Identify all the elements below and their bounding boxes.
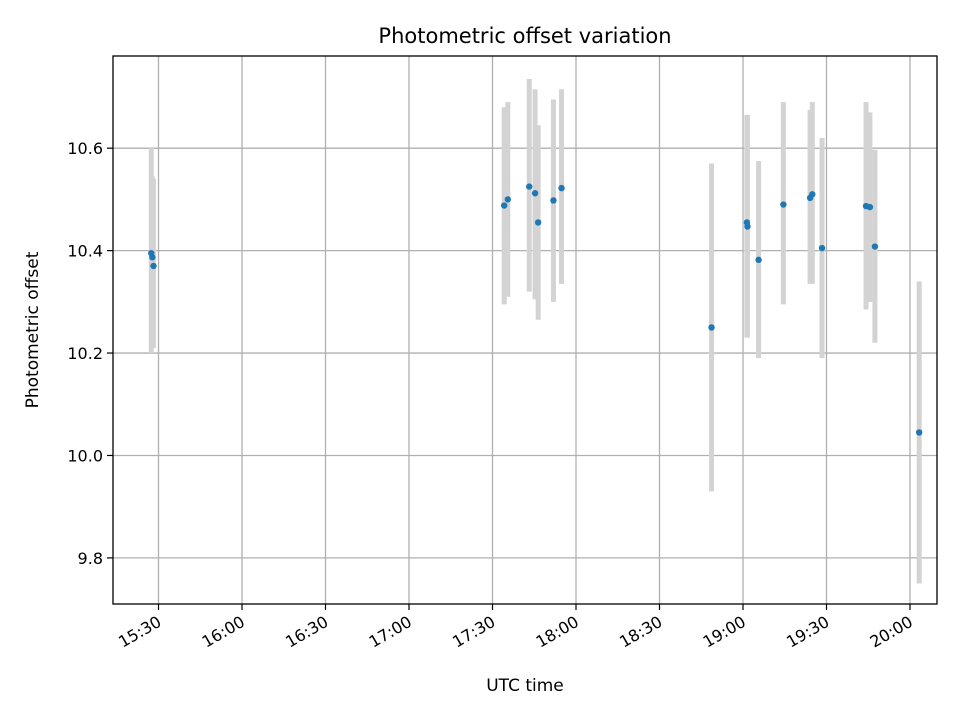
y-tick-label: 10.2 [67,344,103,363]
data-point [809,191,816,198]
data-point [504,196,512,203]
data-point [150,262,157,270]
data-point [915,429,923,436]
x-tick-label: 20:00 [867,612,916,652]
x-tick-label: 18:00 [533,612,582,652]
data-point-layer [148,183,923,436]
plot-frame [112,55,938,605]
data-point [755,256,762,264]
x-tick-label: 16:30 [282,612,331,652]
x-tick-label: 19:30 [783,612,832,652]
errorbar-layer [148,79,922,584]
x-tick-label: 15:30 [115,612,164,652]
data-point [780,201,787,208]
data-point [744,223,751,230]
x-tick-label: 17:00 [366,612,415,652]
data-point [531,190,539,197]
x-tick-label: 18:30 [616,612,665,652]
chart-title: Photometric offset variation [378,24,671,48]
tick-layer: 15:30 16:00 16:30 17:00 17:30 18:00 18:30 19:00… [67,139,916,651]
data-point [818,244,826,252]
data-point [866,203,874,211]
grid-layer [113,56,937,604]
x-tick-label: 16:00 [199,612,248,652]
data-point [500,202,508,209]
data-point [871,243,879,250]
x-axis-label: UTC time [486,676,564,696]
y-tick-label: 9.8 [78,549,103,568]
data-point [526,183,533,190]
y-axis-label: Photometric offset [23,251,43,408]
y-tick-label: 10.4 [67,242,103,261]
data-point [550,197,557,204]
data-point [558,184,565,192]
data-point [708,324,715,331]
x-tick-label: 17:30 [449,612,498,652]
y-tick-label: 10.0 [67,446,103,465]
y-tick-label: 10.6 [67,139,103,158]
data-point [149,254,156,261]
data-point [534,219,542,226]
x-tick-label: 19:00 [700,612,749,652]
